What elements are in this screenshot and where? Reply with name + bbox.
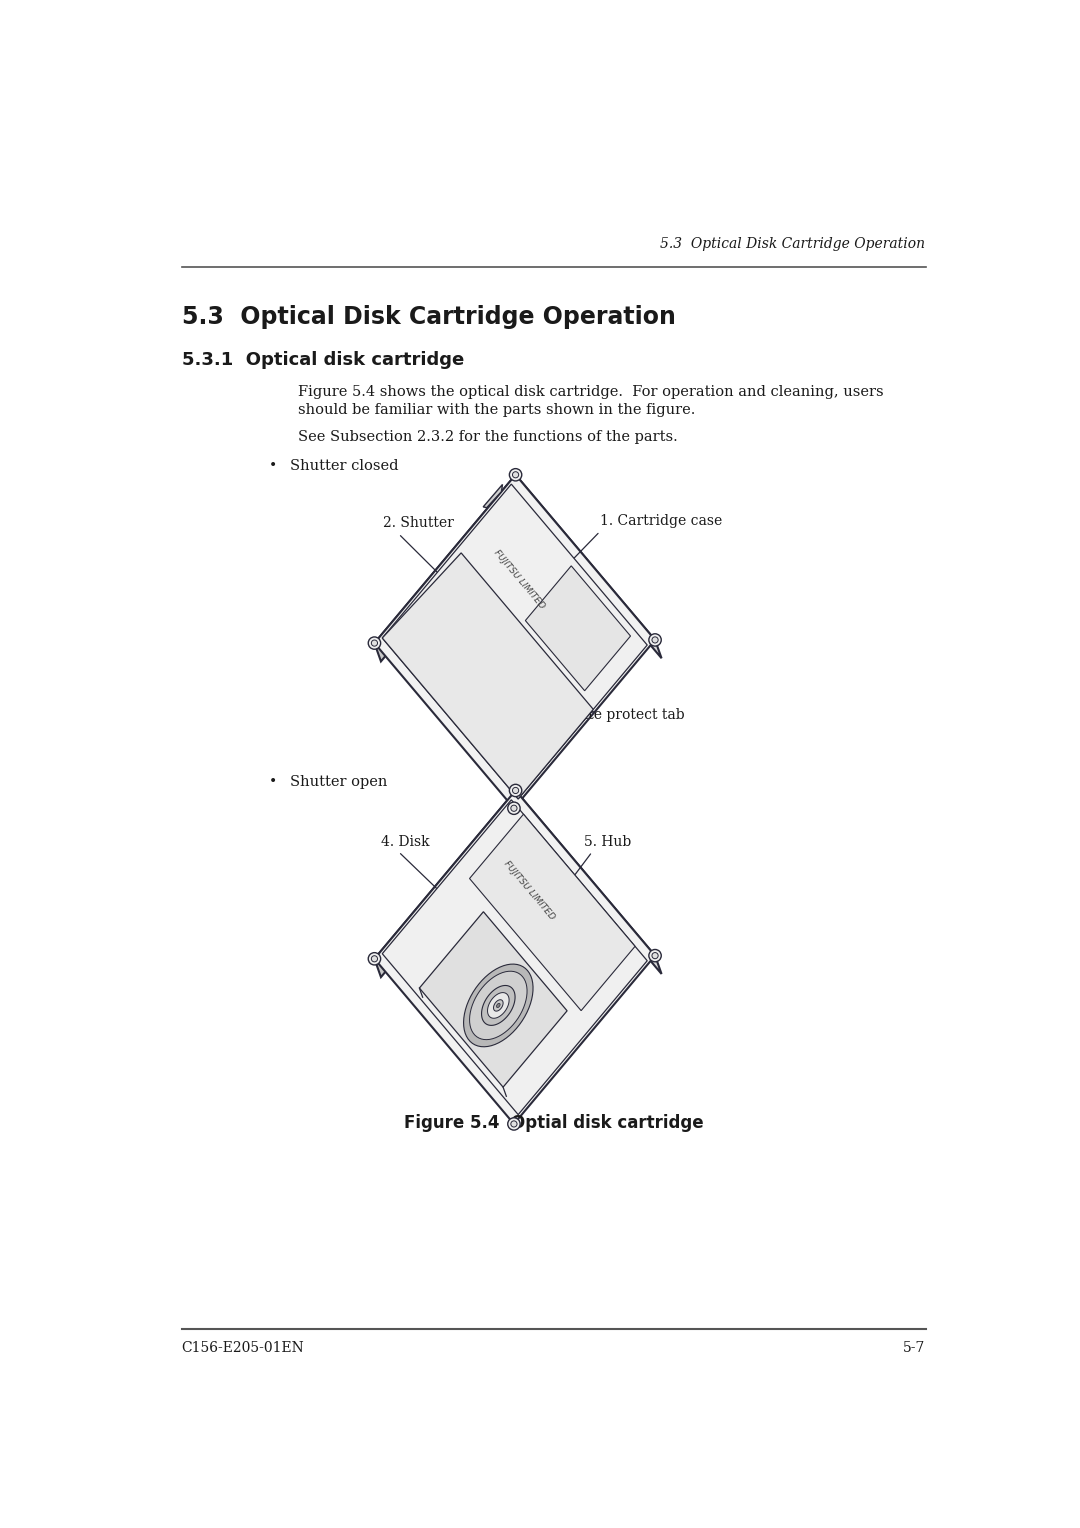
Polygon shape: [463, 964, 534, 1047]
Polygon shape: [515, 790, 662, 973]
Circle shape: [511, 1122, 517, 1128]
Polygon shape: [419, 912, 567, 1086]
Circle shape: [508, 1118, 521, 1131]
Polygon shape: [470, 972, 527, 1039]
Text: 5.3.1  Optical disk cartridge: 5.3.1 Optical disk cartridge: [181, 351, 463, 370]
Polygon shape: [494, 999, 503, 1012]
Polygon shape: [497, 1004, 500, 1007]
Text: •: •: [269, 775, 278, 788]
Text: 5.3  Optical Disk Cartridge Operation: 5.3 Optical Disk Cartridge Operation: [661, 237, 926, 251]
Text: Figure 5.4 shows the optical disk cartridge.  For operation and cleaning, users: Figure 5.4 shows the optical disk cartri…: [298, 385, 883, 399]
Polygon shape: [375, 475, 656, 808]
Polygon shape: [375, 790, 522, 976]
Text: 5.3  Optical Disk Cartridge Operation: 5.3 Optical Disk Cartridge Operation: [181, 306, 675, 329]
Text: 1. Cartridge case: 1. Cartridge case: [600, 515, 723, 529]
Text: 4. Disk: 4. Disk: [381, 836, 430, 850]
Polygon shape: [382, 553, 593, 799]
Circle shape: [368, 637, 380, 649]
Circle shape: [511, 805, 517, 811]
Polygon shape: [525, 565, 631, 691]
Circle shape: [513, 472, 518, 478]
Polygon shape: [470, 814, 635, 1010]
Polygon shape: [482, 986, 515, 1025]
Circle shape: [513, 787, 518, 793]
Text: C156-E205-01EN: C156-E205-01EN: [181, 1340, 305, 1355]
Text: FUJITSU LIMITED: FUJITSU LIMITED: [492, 549, 546, 611]
Text: Figure 5.4  Optial disk cartridge: Figure 5.4 Optial disk cartridge: [404, 1114, 703, 1132]
Text: 3. Write protect tab: 3. Write protect tab: [545, 709, 685, 723]
Text: Shutter open: Shutter open: [291, 775, 388, 788]
Text: See Subsection 2.3.2 for the functions of the parts.: See Subsection 2.3.2 for the functions o…: [298, 429, 677, 443]
Polygon shape: [375, 475, 522, 662]
Circle shape: [372, 955, 378, 961]
Polygon shape: [382, 799, 647, 1114]
Circle shape: [649, 634, 661, 646]
Circle shape: [649, 949, 661, 961]
Polygon shape: [515, 475, 662, 659]
Polygon shape: [483, 484, 502, 507]
Polygon shape: [375, 790, 656, 1125]
Polygon shape: [382, 484, 647, 799]
Circle shape: [652, 952, 658, 958]
Circle shape: [510, 469, 522, 481]
Text: FUJITSU LIMITED: FUJITSU LIMITED: [502, 859, 556, 921]
Text: should be familiar with the parts shown in the figure.: should be familiar with the parts shown …: [298, 403, 696, 417]
Circle shape: [508, 802, 521, 814]
Text: 5. Hub: 5. Hub: [584, 836, 632, 850]
Circle shape: [510, 784, 522, 796]
Text: 2. Shutter: 2. Shutter: [383, 516, 454, 530]
Text: Shutter closed: Shutter closed: [291, 458, 399, 474]
Text: 5-7: 5-7: [903, 1340, 926, 1355]
Polygon shape: [487, 993, 509, 1018]
Circle shape: [368, 952, 380, 966]
Text: •: •: [269, 458, 278, 474]
Circle shape: [652, 637, 658, 643]
Circle shape: [372, 640, 378, 646]
